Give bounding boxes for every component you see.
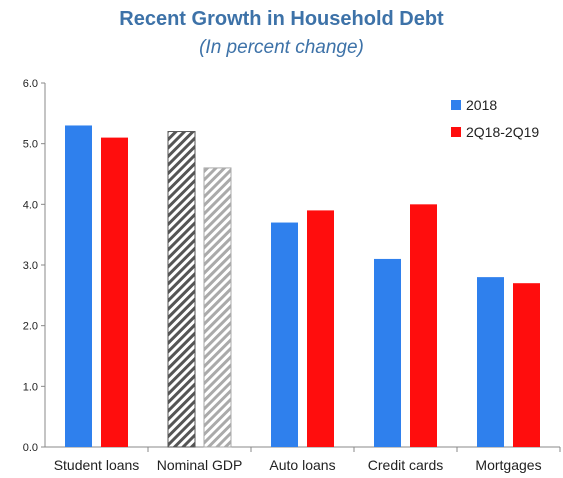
bar-2018-credit-cards	[374, 258, 401, 447]
bar-2q18-2q19-auto-loans	[307, 210, 334, 447]
y-tick-label: 3.0	[23, 260, 38, 272]
bar-2q18-2q19-mortgages	[513, 283, 540, 447]
legend-label: 2018	[466, 97, 497, 113]
y-tick-label: 0.0	[23, 442, 38, 454]
bar-2018-student-loans	[65, 125, 92, 447]
y-tick-label: 6.0	[23, 78, 38, 90]
y-tick-label: 1.0	[23, 381, 38, 393]
y-tick-label: 4.0	[23, 199, 38, 211]
x-category-label: Auto loans	[269, 457, 335, 473]
bar-2018-nominal-gdp	[167, 131, 196, 448]
x-category-label: Student loans	[54, 457, 140, 473]
bar-2018-mortgages	[477, 277, 504, 447]
bar-2q18-2q19-credit-cards	[410, 204, 437, 447]
x-category-label: Credit cards	[368, 457, 443, 473]
legend-swatch	[451, 100, 461, 110]
y-tick-label: 5.0	[23, 139, 38, 151]
chart-title: Recent Growth in Household Debt	[119, 8, 444, 30]
y-tick-label: 2.0	[23, 321, 38, 333]
bar-2018-auto-loans	[271, 222, 298, 447]
bar-2q18-2q19-student-loans	[101, 137, 128, 447]
x-category-label: Nominal GDP	[157, 457, 243, 473]
legend-label: 2Q18-2Q19	[466, 124, 539, 140]
x-category-label: Mortgages	[475, 457, 541, 473]
chart-subtitle: (In percent change)	[199, 37, 364, 58]
bar-2q18-2q19-nominal-gdp	[203, 167, 232, 448]
legend-swatch	[451, 127, 461, 137]
